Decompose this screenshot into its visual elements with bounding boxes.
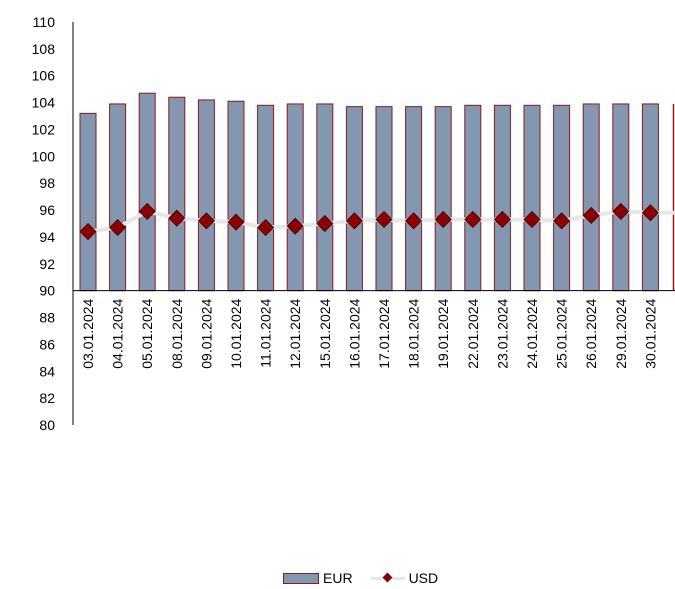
marker-usd [405,212,423,230]
x-tick-label: 26.01.2024 [583,298,599,368]
legend-item-eur: EUR [283,570,353,586]
bar-eur [641,103,659,292]
x-tick-label: 18.01.2024 [406,298,422,368]
bar-eur [464,104,482,292]
legend: EUR USD [283,570,456,586]
bar-eur [345,106,363,292]
bar-eur [523,104,541,292]
bar-eur [553,104,571,292]
marker-usd [641,204,659,222]
marker-usd [493,210,511,229]
marker-usd [523,210,541,229]
x-tick-label: 08.01.2024 [169,298,185,368]
x-tick-label: 16.01.2024 [346,298,362,368]
bar-eur [286,103,304,292]
bar-eur [109,103,127,292]
bar-eur [405,106,423,292]
marker-usd [79,222,97,241]
bar-eur [79,112,97,292]
y-tick-label: 80 [39,417,55,433]
legend-label-eur: EUR [323,570,353,586]
x-tick-label: 17.01.2024 [376,298,392,368]
marker-usd [612,202,630,220]
y-tick-label: 98 [39,175,55,191]
marker-usd [375,210,393,229]
y-tick-label: 108 [32,41,56,57]
x-tick-label: 19.01.2024 [435,298,451,368]
bar-eur [197,99,215,292]
x-tick-label: 04.01.2024 [110,298,126,368]
x-tick-label: 29.01.2024 [613,298,629,368]
marker-usd [257,218,275,237]
marker-usd [197,212,215,230]
y-tick-label: 94 [39,229,55,245]
x-tick-label: 22.01.2024 [465,298,481,368]
marker-usd [464,210,482,229]
y-tick-label: 100 [32,148,56,164]
bar-eur [375,106,393,292]
marker-usd [168,209,186,227]
marker-usd [286,217,304,235]
y-tick-label: 88 [39,310,55,326]
x-tick-label: 15.01.2024 [317,298,333,368]
legend-label-usd: USD [408,570,439,586]
y-tick-label: 84 [39,363,55,379]
x-tick-label: 24.01.2024 [524,298,540,368]
bar-eur [612,103,630,292]
y-tick-label: 110 [33,14,56,30]
marker-usd [345,212,363,230]
y-tick-label: 82 [39,390,55,406]
marker-usd [138,202,156,220]
marker-usd [434,210,452,229]
y-tick-label: 104 [32,95,56,111]
y-tick-label: 106 [32,68,56,84]
bar-eur [434,106,452,292]
x-tick-label: 25.01.2024 [554,298,570,368]
x-tick-label: 05.01.2024 [139,298,155,368]
bar-eur [168,96,186,292]
marker-usd [316,214,334,233]
legend-swatch-eur [283,572,319,584]
y-tick-label: 86 [39,336,55,352]
bar-eur [138,92,156,292]
x-tick-label: 30.01.2024 [642,298,658,368]
x-tick-label: 12.01.2024 [287,298,303,368]
bar-eur [227,100,245,292]
marker-usd [553,212,571,230]
x-tick-label: 10.01.2024 [228,298,244,368]
x-tick-label: 11.01.2024 [258,298,274,367]
marker-usd [582,206,600,225]
bar-eur [257,104,275,292]
y-tick-label: 96 [39,202,55,218]
chart: 80 82 84 86 88 90 92 94 96 98 100 102 104 106 108 110 03… [32,14,675,433]
legend-swatch-usd [370,572,405,584]
marker-usd [227,213,245,231]
y-tick-label: 102 [32,121,56,137]
bar-eur [582,103,600,292]
marker-usd [109,218,127,237]
bar-eur [493,104,511,292]
x-tick-label: 23.01.2024 [494,298,510,368]
legend-item-usd: USD [370,570,439,586]
y-tick-label: 90 [39,283,55,299]
bar-eur [316,103,334,292]
x-tick-label: 03.01.2024 [80,298,96,368]
x-tick-label: 09.01.2024 [198,298,214,368]
y-tick-label: 92 [39,256,55,272]
